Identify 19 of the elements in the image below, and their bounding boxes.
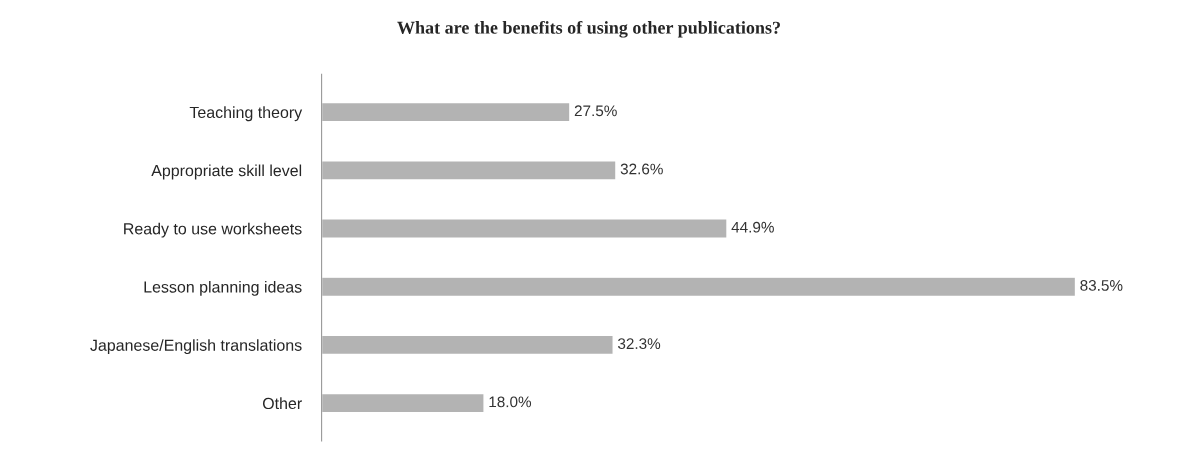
bar [321, 334, 614, 356]
data-label: 32.6% [620, 163, 663, 175]
bar [321, 101, 571, 123]
y-tick-label: Lesson planning ideas [144, 280, 302, 296]
data-label: 83.5% [1080, 280, 1123, 291]
y-tick-label: Japanese/English translations [90, 339, 302, 355]
data-label: 32.3% [617, 338, 661, 350]
bar [321, 276, 1077, 298]
chart-title: What are the benefits of using other publications? [397, 20, 780, 38]
data-label: 18.0% [489, 396, 532, 408]
y-tick-label: Other [262, 397, 302, 410]
y-tick-label: Ready to use worksheets [124, 222, 302, 238]
data-label: 27.5% [574, 105, 617, 117]
bar [321, 160, 617, 181]
data-label: 44.9% [731, 221, 774, 233]
y-tick-label: Appropriate skill level [151, 164, 302, 180]
y-tick-label: Teaching theory [189, 106, 303, 122]
bar [321, 392, 485, 414]
bar [321, 218, 728, 239]
